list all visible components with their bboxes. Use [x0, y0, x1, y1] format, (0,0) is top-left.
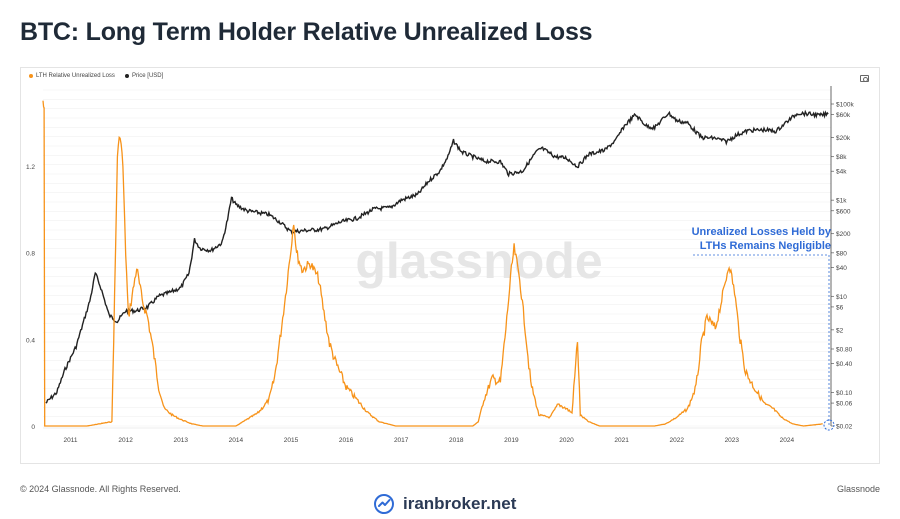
x-tick-label: 2018: [449, 437, 464, 444]
y-right-tick-label: $0.40: [836, 361, 853, 368]
y-right-tick-label: $0.06: [836, 401, 853, 408]
brand-logo-text: iranbroker.net: [403, 494, 517, 513]
x-tick-label: 2017: [394, 437, 409, 444]
x-tick-label: 2021: [614, 437, 629, 444]
y-left-ticks: 0 0.4 0.8 1.2: [26, 164, 35, 431]
series-line-loss: [42, 100, 823, 427]
y-right-tick-label: $40: [836, 265, 847, 272]
page-title: BTC: Long Term Holder Relative Unrealize…: [20, 18, 593, 46]
annotation-line-1: Unrealized Losses Held by: [692, 226, 832, 238]
y-right-tick-label: $60k: [836, 112, 851, 119]
y-right-tick-label: $0.10: [836, 390, 853, 397]
legend-dot-loss-icon: [29, 74, 33, 78]
x-tick-label: 2022: [669, 437, 684, 444]
brand-logo-icon: [374, 494, 394, 514]
chart-plot: glassnode 0 0.4 0.8 1.2 $100k $60k $20k $8k $4k…: [26, 86, 854, 444]
x-tick-label: 2012: [118, 437, 133, 444]
y-right-tick-label: $200: [836, 231, 851, 238]
x-tick-label: 2020: [559, 437, 574, 444]
y-right-tick-label: $1k: [836, 198, 847, 205]
footer-brand-link[interactable]: Glassnode: [836, 484, 880, 494]
chart-legend: LTH Relative Unrealized Loss Price [USD]: [29, 73, 163, 79]
x-tick-label: 2023: [725, 437, 740, 444]
watermark: glassnode: [355, 233, 602, 289]
x-ticks: 2011 2012 2013 2014 2015 2016 2017 2018 2019 2020…: [43, 427, 831, 444]
y-right-tick-label: $0.80: [836, 346, 853, 353]
chart-frame: LTH Relative Unrealized Loss Price [USD]…: [20, 67, 880, 464]
y-right-tick-label: $10: [836, 294, 847, 301]
x-tick-label: 2024: [780, 437, 795, 444]
camera-icon[interactable]: [860, 75, 869, 82]
y-left-tick-label: 1.2: [26, 164, 35, 171]
y-right-tick-label: $8k: [836, 154, 847, 161]
y-right-tick-label: $4k: [836, 169, 847, 176]
y-right-tick-label: $6: [836, 304, 844, 311]
x-tick-label: 2019: [504, 437, 519, 444]
x-tick-label: 2016: [339, 437, 354, 444]
legend-dot-price-icon: [124, 74, 129, 78]
x-tick-label: 2013: [174, 437, 189, 444]
y-left-tick-label: 0.4: [26, 337, 35, 344]
x-tick-label: 2011: [64, 437, 78, 444]
y-left-tick-label: 0.8: [26, 251, 35, 258]
legend-item-loss[interactable]: LTH Relative Unrealized Loss: [29, 73, 115, 79]
x-tick-label: 2014: [229, 437, 244, 444]
annotation-highlight-circle: [823, 419, 835, 431]
y-right-tick-label: $2: [836, 327, 844, 334]
y-right-tick-label: $20k: [836, 135, 851, 142]
y-right-tick-label: $0.02: [836, 424, 853, 431]
legend-item-price[interactable]: Price [USD]: [124, 73, 164, 79]
x-tick-label: 2015: [284, 437, 299, 444]
y-left-tick-label: 0: [31, 424, 35, 431]
y-right-ticks: $100k $60k $20k $8k $4k $1k $600 $200 $80 $40 $10 $…: [831, 102, 854, 431]
y-right-tick-label: $600: [836, 208, 851, 215]
copyright-text: © 2024 Glassnode. All Rights Reserved.: [20, 484, 181, 494]
legend-label-loss: LTH Relative Unrealized Loss: [36, 73, 115, 79]
y-right-tick-label: $80: [836, 250, 847, 257]
legend-label-price: Price [USD]: [131, 73, 164, 79]
y-right-tick-label: $100k: [836, 102, 854, 109]
series-line-price: [45, 109, 829, 404]
annotation-line-2: LTHs Remains Negligible: [700, 240, 831, 252]
watermark-brand: iranbroker.net: [373, 493, 516, 515]
